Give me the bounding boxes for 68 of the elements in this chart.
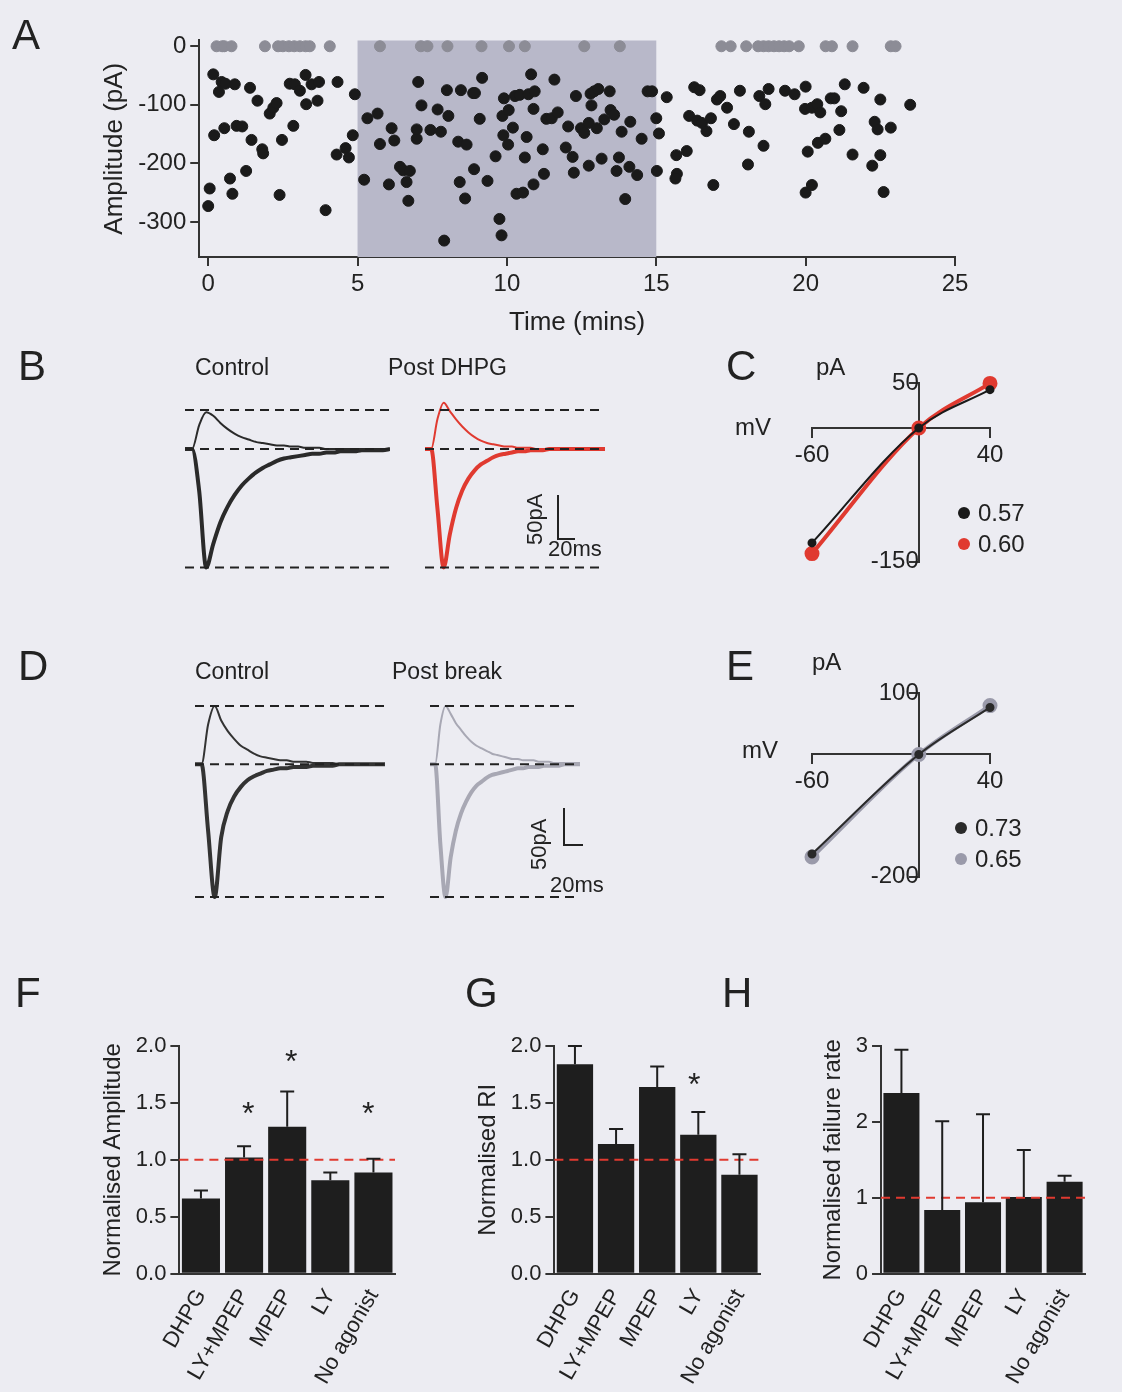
y-tick-label: 0.5	[510, 1202, 542, 1228]
x-tick-label: 40	[976, 766, 1004, 794]
y-axis-title: Normalised RI	[473, 1083, 501, 1236]
chart-title: Control	[195, 658, 270, 684]
y-tick-label: 1.0	[135, 1145, 167, 1171]
annotation: *	[285, 1043, 298, 1079]
y-axis-title: pA	[812, 648, 842, 675]
text: B	[18, 342, 47, 389]
y-tick-label: -150	[870, 546, 919, 574]
y-axis-title: Amplitude (pA)	[97, 62, 128, 235]
y-tick-label: 100	[878, 678, 919, 706]
text: H	[722, 969, 753, 1016]
y-axis-title: Normalised failure rate	[818, 1039, 846, 1281]
annotation: 20ms	[548, 536, 602, 561]
legend-label: 0.60	[978, 529, 1025, 559]
annotation: *	[362, 1095, 375, 1131]
annotation: 50pA	[522, 493, 547, 545]
y-tick-label: -200	[870, 861, 919, 889]
y-axis-title: pA	[816, 353, 846, 380]
x-tick-label: 20	[792, 269, 819, 297]
legend-label: 0.57	[978, 498, 1025, 528]
text: G	[465, 969, 498, 1016]
y-tick-label: 50	[892, 368, 919, 396]
y-tick-label: -300	[138, 206, 187, 234]
text: D	[18, 642, 49, 689]
y-tick-label: -100	[138, 89, 187, 117]
y-tick-label: -200	[138, 147, 187, 175]
text: F	[15, 969, 41, 1016]
x-tick-label: LY	[999, 1284, 1034, 1319]
x-axis-title: Time (mins)	[508, 305, 646, 336]
annotation: 20ms	[550, 872, 604, 897]
y-tick-label: 1	[855, 1183, 869, 1209]
x-tick-label: -60	[794, 766, 830, 794]
x-tick-label: -60	[794, 439, 830, 467]
y-tick-label: 0	[855, 1259, 869, 1285]
x-tick-label: LY	[305, 1284, 341, 1319]
x-tick-label: LY	[673, 1284, 709, 1319]
x-axis-title: mV	[742, 736, 778, 763]
x-tick-label: 5	[350, 269, 365, 297]
text: A	[12, 11, 41, 58]
x-tick-label: 0	[201, 269, 215, 297]
y-tick-label: 1.0	[510, 1145, 542, 1171]
y-tick-label: 2.0	[510, 1032, 542, 1058]
x-axis-title: mV	[735, 413, 771, 440]
y-tick-label: 2.0	[135, 1032, 167, 1058]
y-tick-label: 2	[855, 1107, 869, 1133]
y-axis-title: Normalised Amplitude	[98, 1043, 126, 1277]
text: C	[726, 342, 757, 389]
y-tick-label: 1.5	[135, 1088, 167, 1114]
chart-title: Post break	[392, 658, 502, 684]
x-tick-label: 10	[493, 269, 521, 297]
legend-label: 0.73	[975, 813, 1022, 843]
chart-title: Control	[195, 354, 270, 380]
y-tick-label: 0.0	[510, 1259, 542, 1285]
x-tick-label: 40	[976, 439, 1004, 467]
annotation: *	[688, 1066, 701, 1102]
text: E	[726, 642, 755, 689]
annotation: 50pA	[526, 818, 551, 870]
y-tick-label: 1.5	[510, 1088, 542, 1114]
chart-title: Post DHPG	[388, 354, 507, 380]
x-tick-label: 15	[642, 269, 670, 297]
y-tick-label: 0.0	[135, 1259, 167, 1285]
y-tick-label: 3	[855, 1032, 869, 1058]
x-tick-label: 25	[941, 269, 969, 297]
y-tick-label: 0.5	[135, 1202, 167, 1228]
legend-label: 0.65	[975, 844, 1022, 874]
annotation: *	[242, 1095, 255, 1131]
y-tick-label: 0	[172, 30, 187, 58]
